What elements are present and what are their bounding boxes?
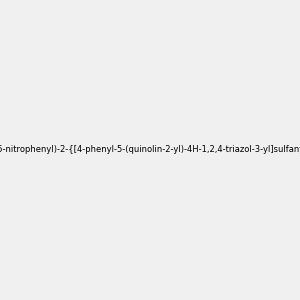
Text: N-(2-methyl-5-nitrophenyl)-2-{[4-phenyl-5-(quinolin-2-yl)-4H-1,2,4-triazol-3-yl]: N-(2-methyl-5-nitrophenyl)-2-{[4-phenyl-… <box>0 146 300 154</box>
